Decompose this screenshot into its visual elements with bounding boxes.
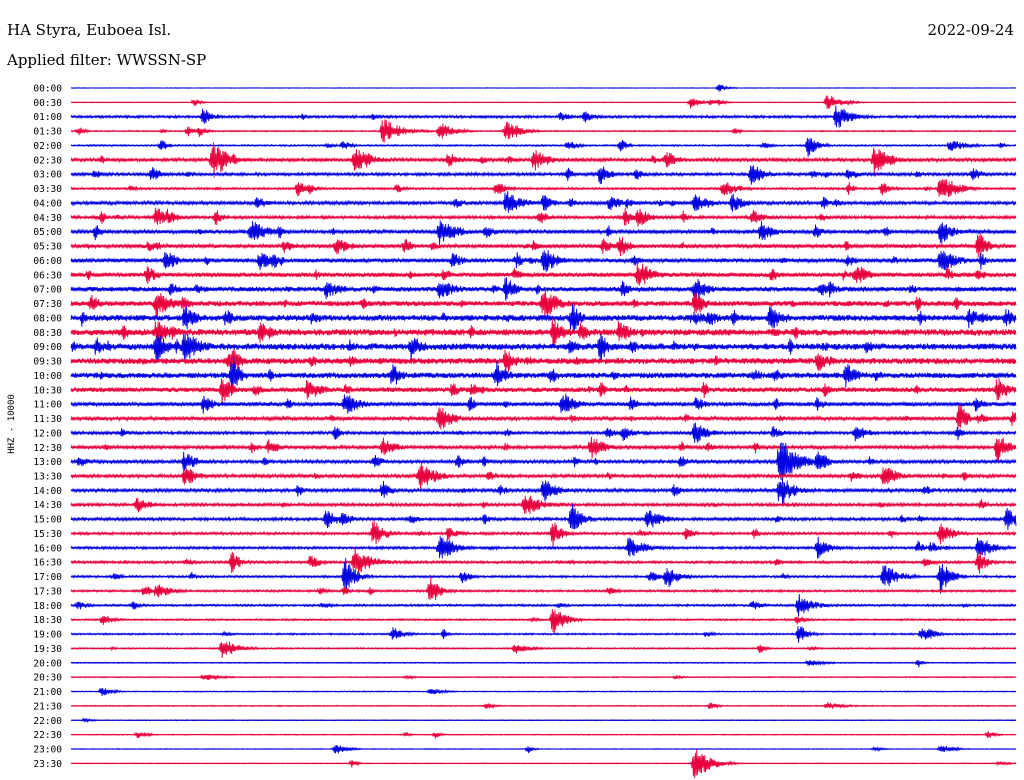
row-time-label: 02:30 <box>33 155 62 166</box>
row-time-label: 15:30 <box>33 529 62 540</box>
row-time-label: 03:30 <box>33 184 62 195</box>
row-time-label: 00:30 <box>33 98 62 109</box>
row-time-label: 14:00 <box>33 486 62 497</box>
trace-row-0600 <box>70 250 1017 272</box>
trace-row-0500 <box>70 220 1017 246</box>
row-time-label: 15:00 <box>33 515 62 526</box>
trace-row-2000 <box>70 659 1017 668</box>
row-time-label: 06:30 <box>33 270 62 281</box>
record-date: 2022-09-24 <box>927 21 1014 39</box>
station-title: HA Styra, Euboea Isl. <box>7 21 172 39</box>
row-time-label: 10:00 <box>33 371 62 382</box>
trace-row-1630 <box>70 547 1017 574</box>
trace-row-0830 <box>70 318 1017 348</box>
row-time-label: 05:00 <box>33 227 62 238</box>
row-time-label: 23:00 <box>33 745 62 756</box>
row-time-label: 17:00 <box>33 572 62 583</box>
row-time-label: 11:00 <box>33 400 62 411</box>
tick-label-group: 00:00 00:30 01:00 01:30 02:00 02:30 03:00 03:30… <box>33 84 62 770</box>
row-time-label: 04:00 <box>33 198 62 209</box>
row-time-label: 08:30 <box>33 328 62 339</box>
row-time-label: 11:30 <box>33 414 62 425</box>
trace-row-1830 <box>70 608 1017 633</box>
row-time-label: 12:00 <box>33 428 62 439</box>
row-time-label: 13:30 <box>33 471 62 482</box>
row-time-label: 12:30 <box>33 443 62 454</box>
row-time-label: 10:30 <box>33 385 62 396</box>
row-time-label: 06:00 <box>33 256 62 267</box>
row-time-label: 22:30 <box>33 730 62 741</box>
row-time-label: 03:00 <box>33 170 62 181</box>
row-time-label: 17:30 <box>33 586 62 597</box>
filter-label: Applied filter: WWSSN-SP <box>7 51 207 69</box>
row-time-label: 21:30 <box>33 701 62 712</box>
trace-row-0400 <box>70 191 1017 213</box>
row-time-label: 20:00 <box>33 658 62 669</box>
row-time-label: 18:30 <box>33 615 62 626</box>
row-time-label: 02:00 <box>33 141 62 152</box>
row-time-label: 21:00 <box>33 687 62 698</box>
trace-row-1230 <box>70 436 1017 464</box>
trace-group <box>70 84 1017 779</box>
row-time-label: 09:00 <box>33 342 62 353</box>
row-time-label: 07:30 <box>33 299 62 310</box>
trace-row-1500 <box>70 503 1017 530</box>
trace-row-0330 <box>70 179 1017 197</box>
row-time-label: 01:30 <box>33 127 62 138</box>
row-time-label: 09:30 <box>33 357 62 368</box>
trace-row-0730 <box>70 288 1017 318</box>
trace-row-0800 <box>70 303 1017 334</box>
row-time-label: 08:00 <box>33 313 62 324</box>
row-time-label: 20:30 <box>33 673 62 684</box>
row-time-label: 16:30 <box>33 558 62 569</box>
row-time-label: 23:30 <box>33 759 62 770</box>
row-time-label: 01:00 <box>33 112 62 123</box>
trace-row-0900 <box>70 333 1017 364</box>
trace-row-0930 <box>70 349 1017 377</box>
trace-row-1730 <box>70 577 1017 601</box>
row-time-label: 16:00 <box>33 543 62 554</box>
row-time-label: 04:30 <box>33 213 62 224</box>
row-time-label: 19:30 <box>33 644 62 655</box>
row-time-label: 13:00 <box>33 457 62 468</box>
row-time-label: 19:00 <box>33 630 62 641</box>
trace-row-1030 <box>70 378 1017 406</box>
row-time-label: 22:00 <box>33 716 62 727</box>
row-time-label: 07:00 <box>33 285 62 296</box>
trace-row-2330 <box>70 749 1017 779</box>
trace-row-1300 <box>70 442 1017 484</box>
trace-row-1400 <box>70 480 1017 505</box>
trace-row-1930 <box>70 641 1017 658</box>
row-time-label: 14:30 <box>33 500 62 511</box>
row-time-label: 18:00 <box>33 601 62 612</box>
row-time-label: 00:00 <box>33 84 62 95</box>
row-time-label: 05:30 <box>33 242 62 253</box>
